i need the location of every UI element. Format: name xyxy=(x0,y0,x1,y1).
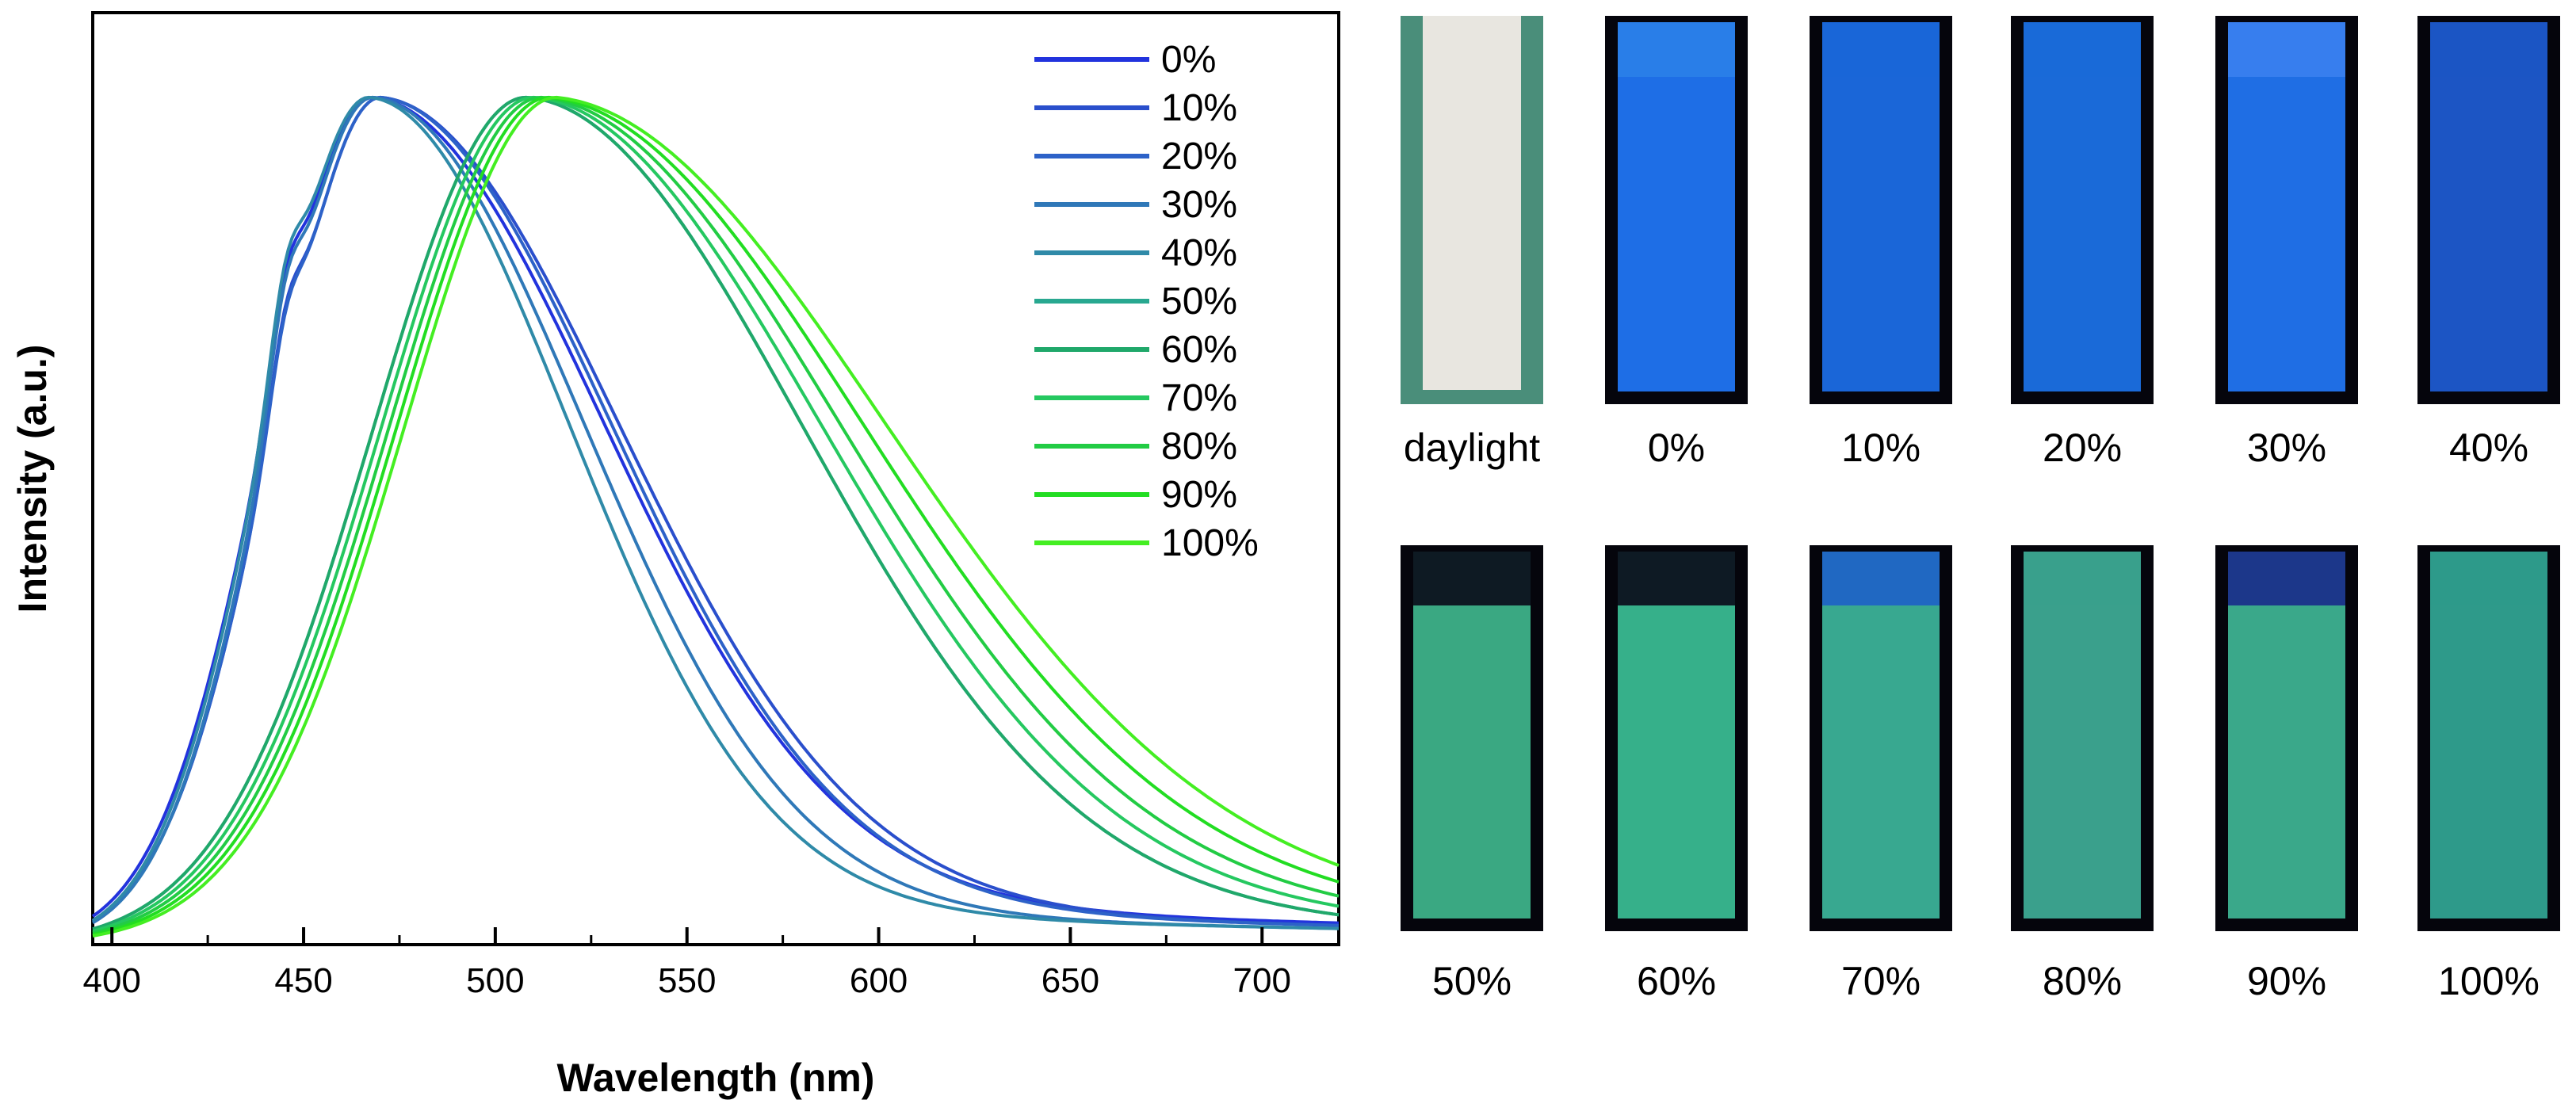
strip-top-region xyxy=(1822,552,1940,605)
photo-label: 80% xyxy=(2043,959,2122,1003)
paper-strip xyxy=(2228,22,2345,391)
x-axis-ticks: 400 450 500 550 600 650 700 xyxy=(82,927,1291,1000)
x-tick-label: 450 xyxy=(274,961,332,1000)
photo-label: 70% xyxy=(1841,959,1921,1003)
sample-photo: daylight xyxy=(1401,16,1543,470)
legend-label: 40% xyxy=(1161,232,1237,274)
x-tick-label: 550 xyxy=(658,961,716,1000)
paper-strip xyxy=(1822,552,1940,918)
paper-strip xyxy=(1423,16,1521,390)
series-layer xyxy=(91,95,1340,938)
series-line xyxy=(91,95,1340,930)
sample-photo: 20% xyxy=(2011,16,2154,470)
series-line xyxy=(92,95,1340,931)
photo-label: 60% xyxy=(1637,959,1716,1003)
paper-strip xyxy=(1822,22,1940,391)
x-tick-label: 400 xyxy=(82,961,140,1000)
x-tick-label: 600 xyxy=(850,961,908,1000)
paper-strip xyxy=(2430,22,2547,391)
strip-top-region xyxy=(1618,552,1735,605)
legend-label: 20% xyxy=(1161,136,1237,178)
paper-strip xyxy=(1618,22,1735,391)
strip-top-region xyxy=(1413,552,1531,605)
legend-label: 0% xyxy=(1161,39,1216,81)
paper-strip xyxy=(2024,552,2141,918)
photo-label: 20% xyxy=(2043,426,2122,470)
paper-strip xyxy=(2024,22,2141,391)
y-axis-label: Intensity (a.u.) xyxy=(10,345,55,613)
photo-label: 100% xyxy=(2438,959,2540,1003)
x-axis-label: Wavelength (nm) xyxy=(557,1056,875,1100)
strip-top-region xyxy=(2024,552,2141,605)
x-tick-label: 650 xyxy=(1041,961,1099,1000)
strip-top-region xyxy=(1822,22,1940,77)
photo-label: 40% xyxy=(2449,426,2528,470)
legend-label: 90% xyxy=(1161,474,1237,516)
strip-top-region xyxy=(2430,22,2547,77)
legend-label: 80% xyxy=(1161,426,1237,468)
photo-label: 10% xyxy=(1841,426,1921,470)
photo-label: 90% xyxy=(2247,959,2326,1003)
strip-top-region xyxy=(2228,22,2345,77)
series-line xyxy=(92,95,1340,935)
strip-top-region xyxy=(2024,22,2141,77)
sample-photo: 80% xyxy=(2011,545,2154,1003)
paper-strip xyxy=(1413,552,1531,918)
series-line xyxy=(92,95,1340,938)
paper-strip xyxy=(2228,552,2345,918)
legend: 0% 10% 20% 30% 40% 50% 60% 70% 80% 90% 100% xyxy=(1034,39,1259,564)
photo-label: 50% xyxy=(1432,959,1512,1003)
series-line xyxy=(92,95,1340,937)
legend-label: 50% xyxy=(1161,281,1237,323)
strip-top-region xyxy=(1618,22,1735,77)
photo-grid: daylight 0% 10% 20% 30% 40% 50% 60% 70% 80% 90% 100… xyxy=(1401,16,2560,1003)
sample-photo: 60% xyxy=(1605,545,1748,1003)
strip-top-region xyxy=(2228,552,2345,605)
sample-photo: 40% xyxy=(2417,16,2560,470)
plot-frame xyxy=(91,11,1340,946)
legend-label: 100% xyxy=(1161,522,1259,564)
sample-photo: 90% xyxy=(2215,545,2358,1003)
legend-label: 70% xyxy=(1161,377,1237,419)
x-tick-label: 500 xyxy=(466,961,524,1000)
series-line xyxy=(91,95,1340,927)
photo-label: 30% xyxy=(2247,426,2326,470)
photo-label: daylight xyxy=(1404,426,1540,470)
paper-strip xyxy=(1618,552,1735,918)
legend-label: 30% xyxy=(1161,184,1237,226)
sample-photo: 30% xyxy=(2215,16,2358,470)
paper-strip xyxy=(2430,552,2547,918)
x-tick-label: 700 xyxy=(1233,961,1291,1000)
photo-label: 0% xyxy=(1648,426,1705,470)
sample-photo: 10% xyxy=(1810,16,1952,470)
series-line xyxy=(92,95,1340,933)
sample-photo: 50% xyxy=(1401,545,1543,1003)
sample-photo: 0% xyxy=(1605,16,1748,470)
sample-photo: 100% xyxy=(2417,545,2560,1003)
legend-label: 10% xyxy=(1161,87,1237,129)
strip-top-region xyxy=(2430,552,2547,605)
sample-photo: 70% xyxy=(1810,545,1952,1003)
legend-label: 60% xyxy=(1161,329,1237,371)
emission-spectra-chart: 400 450 500 550 600 650 700 Intensity (a.u.) W… xyxy=(10,11,1340,1100)
